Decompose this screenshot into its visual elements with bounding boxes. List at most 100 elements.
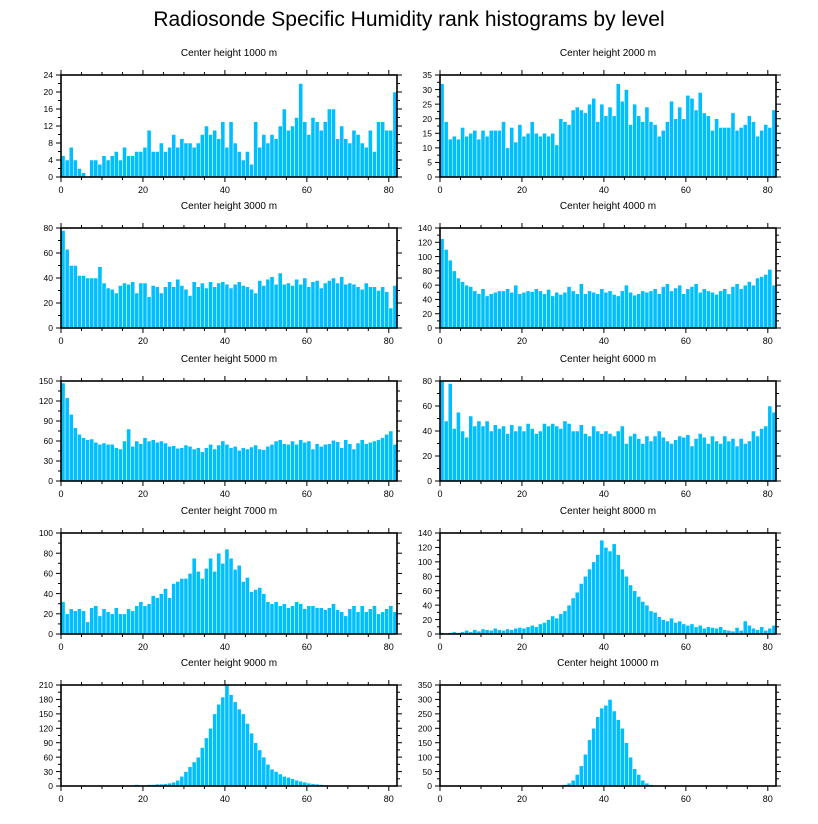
histogram-bar (282, 108, 287, 178)
histogram-bar (81, 437, 86, 482)
x-tick-label: 80 (384, 336, 394, 346)
histogram-bar (472, 130, 478, 178)
histogram-bar (77, 168, 82, 178)
histogram-bar (335, 138, 340, 178)
histogram-bar (142, 437, 148, 482)
histogram-bar (722, 435, 728, 482)
y-tick-label: 30 (423, 85, 433, 95)
histogram-bar (154, 442, 160, 482)
histogram-bar (718, 127, 723, 178)
histogram-bar (681, 437, 687, 482)
histogram-bar (656, 293, 662, 329)
x-tick-label: 60 (302, 642, 312, 652)
histogram-bar (236, 708, 242, 787)
x-tick-label: 20 (517, 642, 527, 652)
histogram-bar (372, 151, 377, 178)
histogram-bar (64, 249, 70, 329)
histogram-bar (269, 603, 275, 635)
histogram-bar (599, 539, 605, 635)
histogram-bar (538, 135, 543, 178)
histogram-bar (615, 83, 621, 178)
histogram-bar (286, 444, 291, 482)
y-tick-label: 60 (44, 436, 54, 446)
histogram-bar (607, 106, 613, 178)
histogram-bar (380, 121, 385, 178)
histogram-bar (368, 130, 373, 178)
histogram-bar (574, 293, 580, 329)
histogram-bar (644, 292, 650, 329)
histogram-bar (620, 425, 625, 482)
histogram-bar (286, 130, 291, 178)
x-tick-label: 0 (58, 642, 63, 652)
histogram-bar (460, 281, 465, 329)
histogram-bar (335, 282, 340, 329)
histogram-bar (277, 605, 283, 635)
histogram-bar (343, 138, 349, 178)
histogram-bar (241, 447, 246, 482)
histogram-bar (468, 415, 474, 482)
histogram-bar (484, 420, 490, 482)
y-tick-label: 0 (427, 476, 432, 486)
histogram-bar (661, 619, 666, 635)
histogram-bar (730, 286, 736, 329)
histogram-bar (142, 147, 148, 178)
y-tick-label: 120 (418, 237, 432, 247)
histogram-bar (73, 265, 78, 329)
histogram-bar (150, 285, 156, 329)
histogram-bar (591, 561, 596, 635)
histogram-bar (261, 756, 267, 787)
histogram-bar (191, 147, 197, 178)
histogram-bar (331, 108, 336, 178)
histogram-bar (343, 439, 349, 482)
histogram-bar (200, 451, 205, 482)
histogram-bar (322, 609, 328, 635)
histogram-bar (245, 577, 250, 635)
histogram-bar (603, 704, 609, 787)
histogram-bar (513, 284, 519, 329)
histogram-bar (747, 440, 752, 482)
histogram-bar (620, 568, 625, 635)
histogram-bar (380, 437, 385, 482)
histogram-bar (505, 288, 510, 329)
y-tick-label: 100 (39, 528, 53, 538)
histogram-bar (77, 275, 82, 329)
y-tick-label: 20 (423, 114, 433, 124)
histogram-bar (118, 285, 123, 329)
histogram-bar (114, 607, 119, 635)
histogram-bar (747, 625, 752, 635)
histogram-bar (327, 280, 332, 329)
histogram-bar (615, 430, 621, 482)
histogram-bar (138, 151, 144, 178)
histogram-bar (118, 448, 123, 482)
histogram-bar (685, 625, 691, 635)
histogram-bar (212, 713, 217, 787)
histogram-bar (656, 430, 662, 482)
histogram-bar (714, 440, 719, 482)
histogram-bar (253, 742, 258, 787)
histogram-bar (607, 550, 613, 635)
histogram-bar (101, 608, 107, 635)
histogram-bar (476, 293, 482, 329)
histogram-bar (167, 281, 172, 329)
histogram-bar (706, 115, 711, 178)
x-tick-label: 40 (220, 642, 230, 652)
histogram-bar (484, 295, 490, 329)
histogram-bar (644, 106, 650, 178)
panel-title: Center height 3000 m (181, 201, 277, 212)
histogram-bar (142, 282, 148, 329)
histogram-bar (89, 607, 95, 635)
histogram-bar (200, 134, 205, 178)
y-tick-label: 40 (423, 426, 433, 436)
histogram-bar (97, 444, 103, 482)
histogram-bar (546, 619, 551, 635)
histogram-bar (68, 265, 74, 329)
x-tick-label: 20 (138, 794, 148, 804)
histogram-bar (122, 613, 127, 635)
histogram-bar (521, 627, 527, 635)
histogram-bar (232, 569, 238, 635)
histogram-bar (327, 443, 332, 482)
histogram-bar (175, 448, 181, 482)
histogram-bar (216, 282, 222, 329)
histogram-bar (546, 425, 551, 482)
